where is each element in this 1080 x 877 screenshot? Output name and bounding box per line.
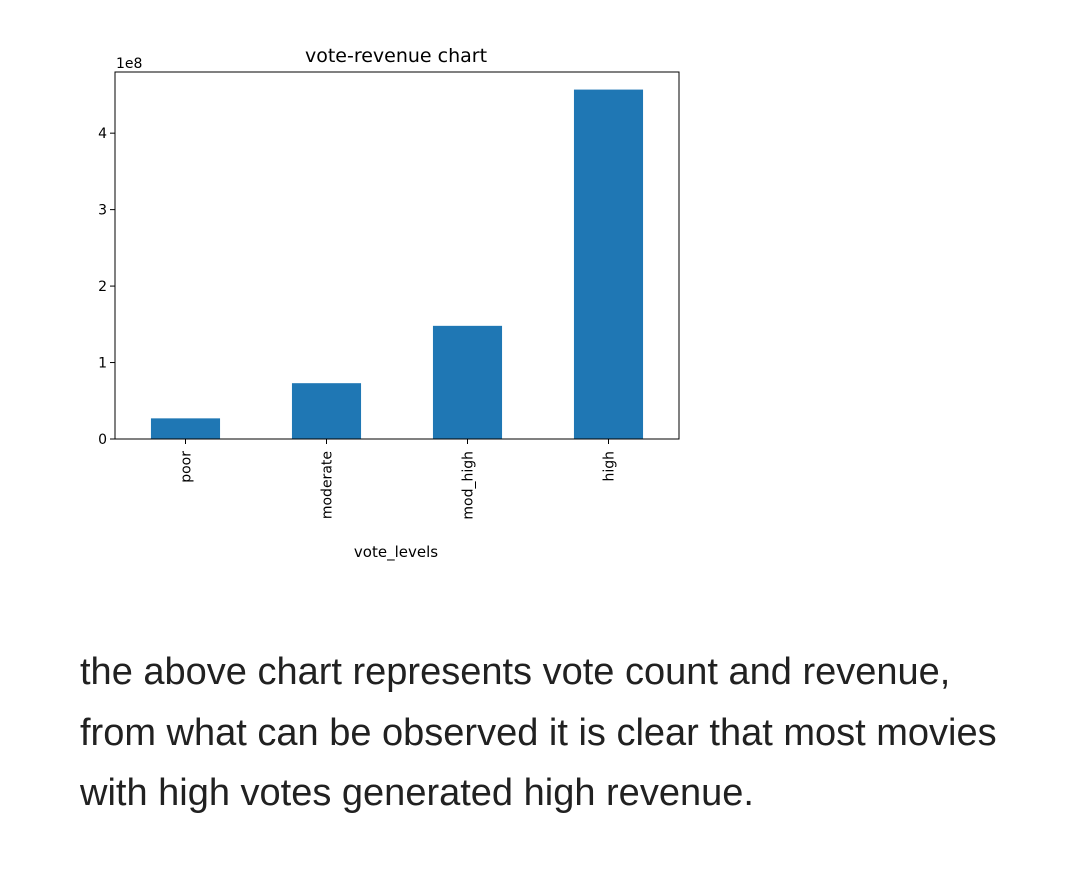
plot-frame — [114, 71, 680, 440]
y-tick-label-1: 1 — [98, 356, 107, 372]
x-tick-label-poor: poor — [179, 451, 195, 483]
y-tick-label-4: 4 — [98, 126, 107, 142]
chart-title: vote-revenue chart — [305, 45, 487, 67]
y-axis-ticks: 0 1 2 3 4 — [98, 126, 115, 448]
y-tick-label-0: 0 — [98, 432, 107, 448]
chart-caption: the above chart represents vote count an… — [80, 651, 997, 814]
y-axis-offset-label: 1e8 — [116, 56, 142, 72]
x-axis-label: vote_levels — [354, 543, 438, 562]
bar-moderate — [291, 383, 362, 439]
bar-high — [573, 89, 644, 439]
bar-chart: vote-revenue chart 1e8 0 1 2 3 4 poor moderat… — [98, 45, 680, 562]
x-tick-label-high: high — [602, 451, 618, 482]
x-tick-label-moderate: moderate — [320, 451, 336, 519]
bars — [150, 89, 644, 439]
x-tick-label-mod_high: mod_high — [461, 451, 477, 520]
bar-mod_high — [432, 325, 503, 439]
y-tick-label-3: 3 — [98, 203, 107, 219]
y-tick-label-2: 2 — [98, 279, 107, 295]
bar-poor — [150, 418, 221, 439]
x-axis-ticks: poor moderate mod_high high — [179, 439, 618, 520]
